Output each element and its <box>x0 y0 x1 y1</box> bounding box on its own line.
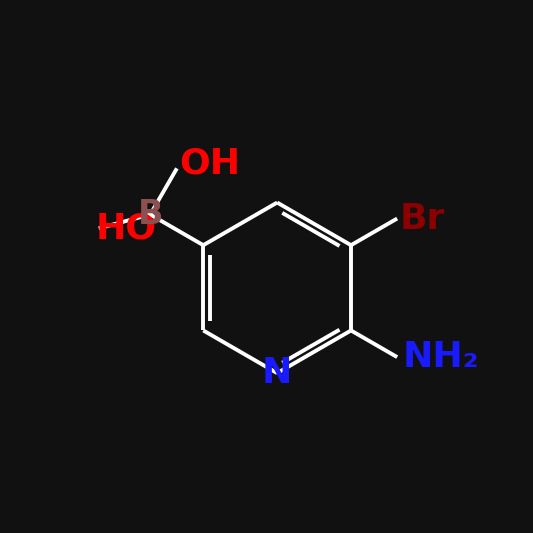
Text: NH₂: NH₂ <box>402 340 479 374</box>
Text: OH: OH <box>180 146 241 180</box>
Text: Br: Br <box>400 201 445 236</box>
Text: B: B <box>138 198 163 231</box>
Text: N: N <box>262 356 292 390</box>
Text: HO: HO <box>96 211 157 245</box>
